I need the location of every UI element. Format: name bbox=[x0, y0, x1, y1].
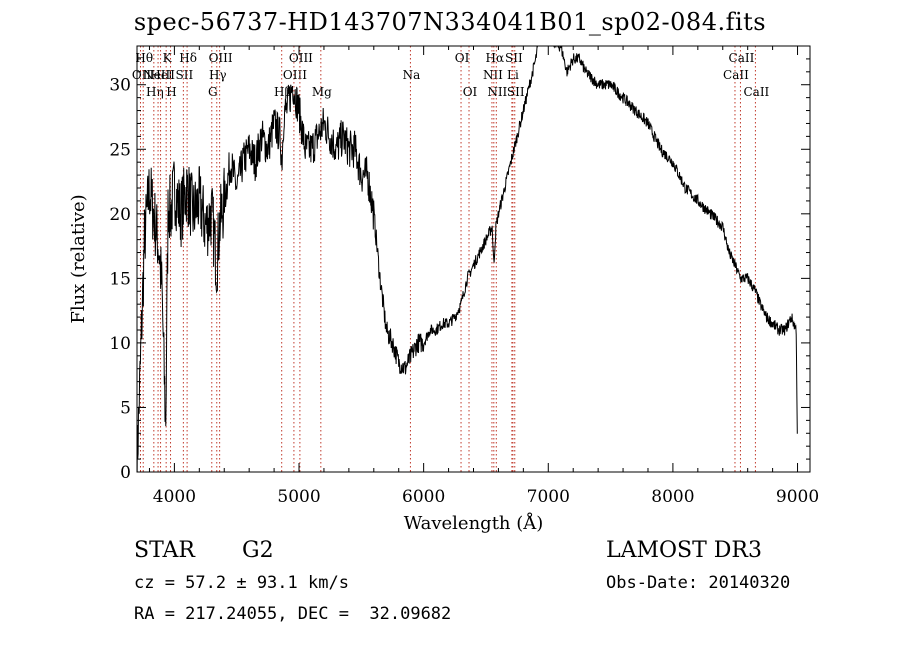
x-tick-label-4: 8000 bbox=[651, 487, 694, 507]
line-label-7: SII bbox=[176, 68, 194, 82]
line-label-14: OIII bbox=[289, 51, 313, 65]
x-tick-label-2: 6000 bbox=[402, 487, 445, 507]
line-label-3: NeIII bbox=[143, 68, 175, 82]
line-label-20: Hα bbox=[486, 51, 505, 65]
y-tick-label-6: 30 bbox=[109, 76, 131, 96]
redshift-text: cz = 57.2 ± 93.1 km/s bbox=[134, 573, 349, 593]
y-tick-label-4: 20 bbox=[109, 205, 131, 225]
line-label-19: NII bbox=[483, 68, 503, 82]
x-tick-label-0: 4000 bbox=[153, 487, 196, 507]
y-tick-label-3: 15 bbox=[109, 269, 131, 289]
y-axis-title: Flux (relative) bbox=[68, 194, 89, 323]
line-label-13: OIII bbox=[283, 68, 307, 82]
line-label-21: NII bbox=[487, 85, 507, 99]
line-label-5: K bbox=[163, 51, 173, 65]
x-tick-label-1: 5000 bbox=[277, 487, 320, 507]
line-label-23: SII bbox=[505, 51, 523, 65]
y-tick-label-2: 10 bbox=[109, 334, 131, 354]
survey-name: LAMOST DR3 bbox=[606, 538, 762, 563]
line-label-18: OI bbox=[463, 85, 478, 99]
line-label-24: SII bbox=[507, 85, 525, 99]
line-label-15: Mg bbox=[312, 85, 332, 99]
line-label-8: Hδ bbox=[179, 51, 197, 65]
spectrum-series-flux bbox=[137, 46, 798, 472]
line-label-1: Hθ bbox=[135, 51, 153, 65]
x-axis-title: Wavelength (Å) bbox=[404, 512, 544, 534]
object-subclass: G2 bbox=[242, 538, 274, 563]
line-label-4: HeI bbox=[150, 68, 173, 82]
line-label-17: OI bbox=[455, 51, 470, 65]
line-label-2: Hη bbox=[146, 85, 164, 99]
line-label-9: G bbox=[208, 85, 218, 99]
x-tick-label-5: 9000 bbox=[776, 487, 819, 507]
line-label-25: CaII bbox=[723, 68, 749, 82]
x-tick-label-3: 7000 bbox=[527, 487, 570, 507]
line-label-26: CaII bbox=[729, 51, 755, 65]
y-tick-label-5: 25 bbox=[109, 140, 131, 160]
line-label-11: OIII bbox=[209, 51, 233, 65]
line-label-6: H bbox=[166, 85, 176, 99]
y-tick-label-0: 0 bbox=[120, 463, 131, 483]
chart-title: spec-56737-HD143707N334041B01_sp02-084.f… bbox=[133, 8, 767, 36]
plot-frame bbox=[136, 45, 811, 473]
coordinates-text: RA = 217.24055, DEC = 32.09682 bbox=[134, 604, 452, 624]
line-label-16: Na bbox=[403, 68, 421, 82]
obs-date-text: Obs-Date: 20140320 bbox=[606, 573, 791, 593]
object-class: STAR bbox=[134, 538, 195, 563]
line-label-27: CaII bbox=[743, 85, 769, 99]
y-tick-label-1: 5 bbox=[120, 398, 131, 418]
line-label-10: Hγ bbox=[209, 68, 227, 82]
